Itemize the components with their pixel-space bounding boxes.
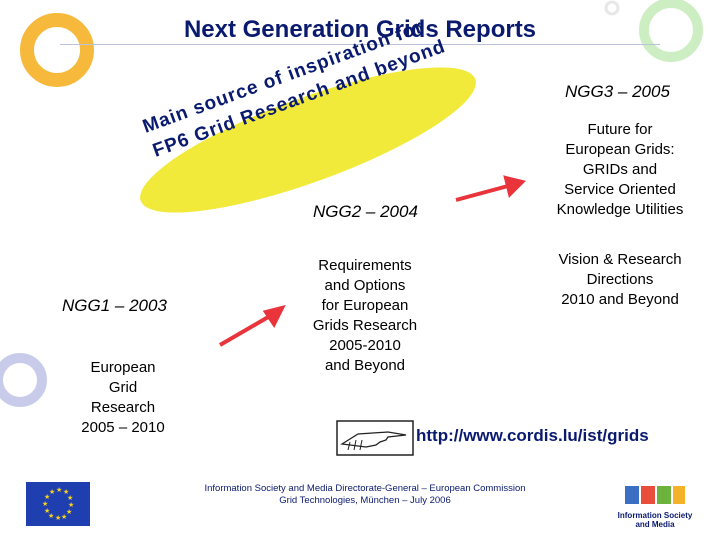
footer-line-2: Grid Technologies, München – July 2006 <box>279 495 451 506</box>
svg-text:★: ★ <box>44 493 50 501</box>
svg-text:★: ★ <box>42 500 48 508</box>
lilac-ring <box>0 353 47 407</box>
vision-line: 2010 and Beyond <box>561 291 679 308</box>
ngg1-line: European <box>90 359 156 376</box>
svg-text:★: ★ <box>49 488 55 496</box>
eu-flag-icon: ★ ★★ ★★★ ★★★ ★★★ <box>26 482 90 526</box>
page-title: Next Generation Grids Reports <box>183 16 537 43</box>
vision-line: Directions <box>586 271 654 288</box>
svg-text:★: ★ <box>55 514 61 522</box>
ngg3-description: Future for European Grids: GRIDs and Ser… <box>530 120 710 220</box>
ngg2-description: Requirements and Options for European Gr… <box>290 256 440 376</box>
cordis-link[interactable]: http://www.cordis.lu/ist/grids <box>416 426 649 445</box>
green-ring <box>639 0 703 62</box>
svg-text:★: ★ <box>67 494 73 502</box>
logo-text-2: and Media <box>635 520 675 529</box>
ngg1-heading: NGG1 – 2003 <box>62 296 167 315</box>
ngg2-line: for European <box>321 297 409 314</box>
arrow-icon <box>218 305 286 347</box>
logo-icon <box>625 486 685 504</box>
svg-text:★: ★ <box>66 508 72 516</box>
ngg3-line: European Grids: <box>565 141 675 158</box>
gray-ring <box>604 0 620 16</box>
info-society-logo: Information Society and Media <box>614 484 696 529</box>
ngg3-heading: NGG3 – 2005 <box>565 82 670 101</box>
svg-text:★: ★ <box>56 486 62 494</box>
ngg2-line: Requirements <box>318 257 412 274</box>
ngg2-heading: NGG2 – 2004 <box>313 202 418 221</box>
pointing-hand-icon <box>336 420 414 456</box>
logo-text-1: Information Society <box>617 511 693 520</box>
ngg2-line: and Options <box>324 277 406 294</box>
svg-text:★: ★ <box>63 488 69 496</box>
slogan-ellipse <box>140 67 476 213</box>
svg-text:★: ★ <box>48 512 54 520</box>
ngg2-line: Grids Research <box>312 317 418 334</box>
orange-ring <box>20 13 94 87</box>
ngg3-line: Knowledge Utilities <box>556 201 684 218</box>
vision-line: Vision & Research <box>558 251 682 268</box>
ngg1-description: European Grid Research 2005 – 2010 <box>58 358 188 438</box>
ngg2-line: and Beyond <box>324 357 406 374</box>
ngg3-line: GRIDs and <box>582 161 658 178</box>
ngg2-line: 2005-2010 <box>329 337 401 354</box>
ngg1-line: Grid <box>108 379 138 396</box>
arrow-icon <box>455 175 526 202</box>
ngg3-line: Future for <box>587 121 653 138</box>
svg-text:★: ★ <box>68 501 74 509</box>
footer-line-1: Information Society and Media Directorat… <box>204 483 526 494</box>
footer: Information Society and Media Directorat… <box>170 483 560 507</box>
title-divider <box>60 44 660 45</box>
svg-text:★: ★ <box>44 507 50 515</box>
ngg3-vision: Vision & Research Directions 2010 and Be… <box>530 250 710 310</box>
ngg3-line: Service Oriented <box>564 181 676 198</box>
ngg1-line: Research <box>90 399 156 416</box>
ngg1-line: 2005 – 2010 <box>81 419 165 436</box>
svg-text:★: ★ <box>61 513 67 521</box>
